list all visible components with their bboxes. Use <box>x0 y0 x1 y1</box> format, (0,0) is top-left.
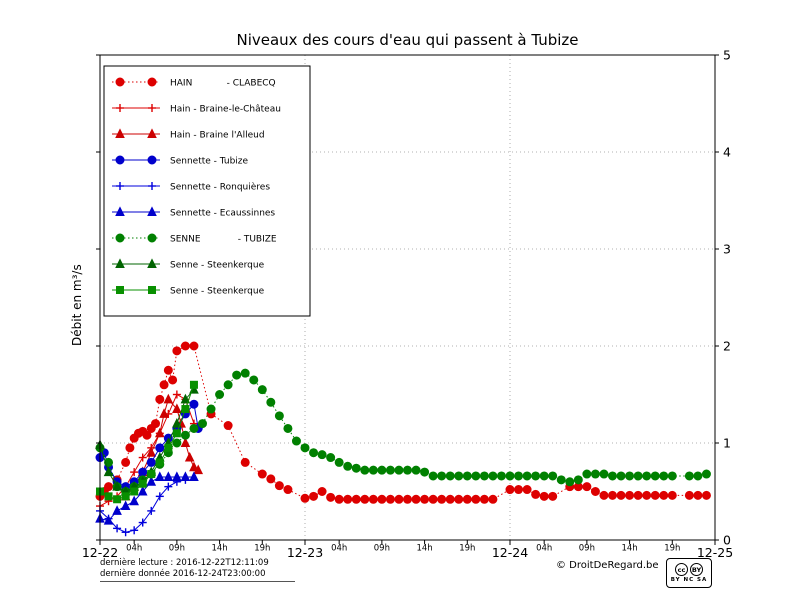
cc-by-icon: BY <box>690 563 703 576</box>
y-tick-label: 4 <box>723 145 731 160</box>
chart-title: Niveaux des cours d'eau qui passent à Tu… <box>236 31 579 49</box>
x-tick-label: 14h <box>621 544 637 554</box>
legend-label: SENNE - TUBIZE <box>170 235 277 245</box>
legend-item: Hain - Braine l'Alleud <box>112 128 265 141</box>
axes-layer: 12-22 04h 09h 14h 19h 12-23 04h 09h 14h 19h 12-24 0… <box>82 48 733 561</box>
x-tick-label: 19h <box>254 544 270 554</box>
legend-item: Senne - Steenkerque <box>112 258 265 271</box>
legend-item: Hain - Braine-le-Château <box>112 104 281 115</box>
legend-label: Sennette - Tubize <box>170 157 249 167</box>
footer-meta: dernière lecture : 2016-12-22T12:11:09 d… <box>100 558 295 582</box>
legend-item: Sennette - Ronquières <box>112 182 270 193</box>
series <box>96 475 190 537</box>
legend-label: Hain - Braine l'Alleud <box>170 131 265 141</box>
y-tick-label: 2 <box>723 339 731 354</box>
cc-logo-icon: cc <box>675 563 688 576</box>
x-tick-label: 12-22 <box>82 545 118 560</box>
y-tick-label: 5 <box>723 48 731 63</box>
cc-license-badge[interactable]: cc BY BY NC SA <box>666 558 712 588</box>
copyright-link[interactable]: © DroitDeRegard.be <box>556 560 659 571</box>
legend-label: HAIN - CLABECQ <box>170 79 276 89</box>
legend-item: SENNE - TUBIZE <box>112 233 277 245</box>
legend-label: Senne - Steenkerque <box>170 287 265 297</box>
y-tick-label: 1 <box>723 436 731 451</box>
x-tick-label: 09h <box>169 544 185 554</box>
legend-label: Hain - Braine-le-Château <box>170 105 281 115</box>
legend-item: Sennette - Tubize <box>112 155 249 167</box>
legend-item: Sennette - Ecaussinnes <box>112 206 275 219</box>
y-tick-label: 3 <box>723 242 731 257</box>
x-tick-label: 14h <box>211 544 227 554</box>
y-axis-label: Débit en m³/s <box>70 264 84 346</box>
x-tick-label: 09h <box>374 544 390 554</box>
legend-label: Sennette - Ronquières <box>170 182 270 193</box>
x-tick-label: 19h <box>664 544 680 554</box>
last-read-text: dernière lecture : 2016-12-22T12:11:09 <box>100 558 269 568</box>
x-tick-label: 04h <box>126 544 142 554</box>
x-tick-label: 04h <box>331 544 347 554</box>
x-tick-label: 04h <box>536 544 552 554</box>
legend: HAIN - CLABECQ Hain - Braine-le-Château Ha… <box>103 65 311 317</box>
legend-item: HAIN - CLABECQ <box>112 77 276 89</box>
legend-label: Senne - Steenkerque <box>170 261 265 271</box>
legend-label: Sennette - Ecaussinnes <box>170 209 275 219</box>
x-tick-label: 09h <box>579 544 595 554</box>
series-layer <box>95 341 711 537</box>
legend-item: Senne - Steenkerque <box>112 286 265 297</box>
x-tick-label: 12-25 <box>697 545 733 560</box>
y-tick-label: 0 <box>723 533 731 548</box>
cc-badge-top: cc BY <box>675 563 703 576</box>
cc-license-text: BY NC SA <box>670 577 708 583</box>
x-tick-label: 19h <box>459 544 475 554</box>
x-tick-label: 12-23 <box>287 545 323 560</box>
x-tick-label: 12-24 <box>492 545 528 560</box>
x-tick-label: 14h <box>416 544 432 554</box>
last-data-text: dernière donnée 2016-12-24T23:00:00 <box>100 568 266 579</box>
